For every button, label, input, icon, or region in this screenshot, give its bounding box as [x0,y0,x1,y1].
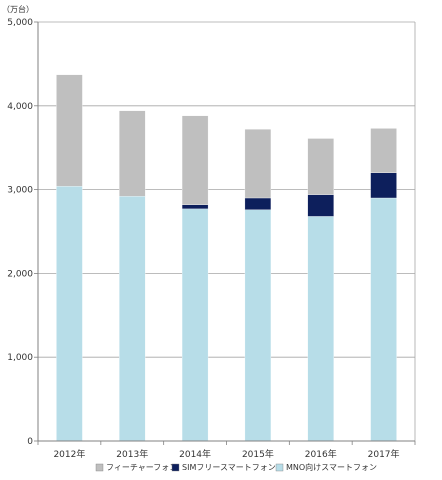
bar-segment [181,204,209,210]
y-tick-label: 2,000 [7,269,33,279]
bar-segment [370,197,397,442]
x-tick-label: 2013年 [116,448,148,460]
bar-segment [119,196,146,442]
legend: フィーチャーフォン SIMフリースマートフォン MNO向けスマートフォン [95,462,377,472]
x-tick-label: 2014年 [179,448,211,460]
bar-segment [181,208,209,442]
bar-segment [307,216,334,442]
bar-segment [307,138,334,195]
bar-segment [370,172,397,199]
legend-swatch [275,463,284,472]
legend-label: MNO向けスマートフォン [286,462,377,472]
unit-label: （万台） [2,4,34,14]
bar-segment [307,194,334,217]
x-tick-labels: 2012年 2013年 2014年 2015年 2016年 2017年 [53,448,399,460]
y-tick-label: 5,000 [7,18,33,28]
legend-label: フィーチャーフォン [106,463,177,472]
bar-segment [244,129,272,199]
legend-swatch [171,463,180,472]
bar-segment [181,115,209,205]
y-tick-labels: 0 1,000 2,000 3,000 4,000 5,000 [7,18,33,447]
bars [56,74,397,442]
y-tick-label: 0 [27,437,33,447]
y-tick-label: 3,000 [7,186,33,196]
x-tick-label: 2015年 [242,448,274,460]
y-tick-label: 4,000 [7,102,33,112]
x-tick-label: 2016年 [305,448,337,460]
bar-segment [370,128,397,173]
bar-segment [244,209,272,442]
y-tick-label: 1,000 [7,353,33,363]
legend-label: SIMフリースマートフォン [182,463,276,472]
bar-segment [56,186,83,442]
x-tick-label: 2012年 [53,448,85,460]
axes [34,21,416,445]
bar-segment [56,74,83,187]
bar-segment [119,110,146,197]
x-tick-label: 2017年 [368,448,400,460]
gridlines [38,21,415,358]
bar-segment [244,197,272,210]
legend-swatch [95,463,104,472]
